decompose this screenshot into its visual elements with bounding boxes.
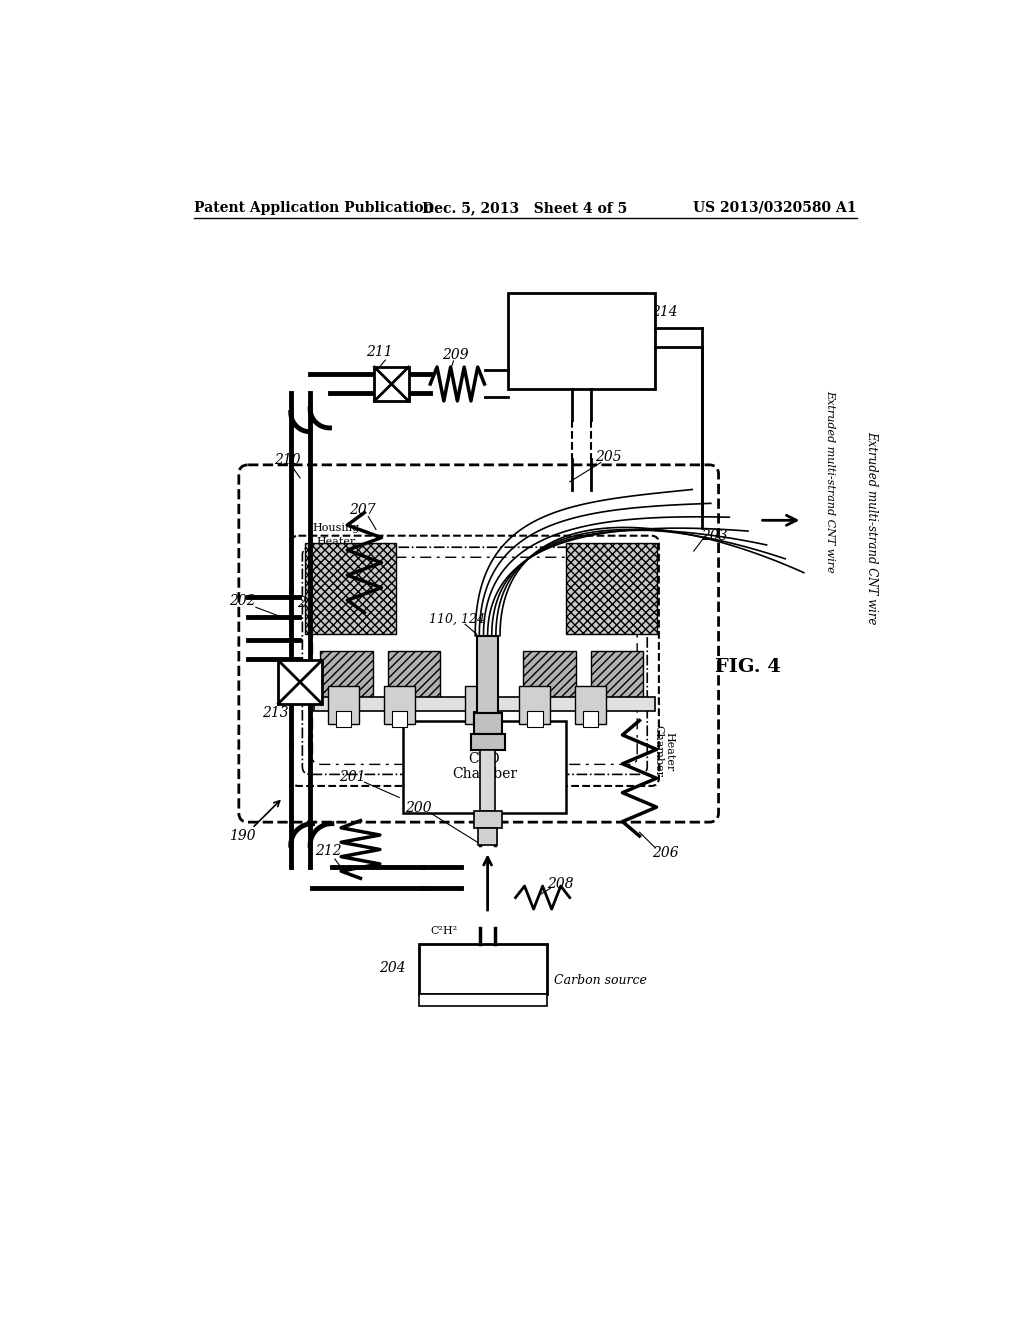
Text: 206: 206	[651, 846, 678, 859]
Text: 110, 124: 110, 124	[429, 612, 485, 626]
Bar	[388, 651, 440, 704]
Bar	[336, 711, 351, 726]
Text: Dec. 5, 2013   Sheet 4 of 5: Dec. 5, 2013 Sheet 4 of 5	[422, 201, 628, 215]
Bar	[473, 711, 488, 726]
Text: regulator: regulator	[454, 972, 513, 985]
Text: US 2013/0320580 A1: US 2013/0320580 A1	[693, 201, 856, 215]
Bar	[508, 293, 655, 389]
Text: Heater: Heater	[665, 731, 674, 771]
Text: Heater: Heater	[316, 537, 355, 546]
Text: 202: 202	[229, 594, 256, 609]
Text: Chamber: Chamber	[452, 767, 517, 781]
Text: 207: 207	[349, 503, 376, 516]
Bar	[419, 944, 547, 994]
Text: Extruded multi-strand CNT wire: Extruded multi-strand CNT wire	[825, 391, 836, 573]
Bar	[321, 651, 373, 704]
Text: 211: 211	[367, 346, 393, 359]
Text: 190: 190	[229, 829, 256, 843]
Text: 203: 203	[701, 529, 728, 543]
Text: 212: 212	[314, 845, 341, 858]
Text: 208: 208	[547, 876, 573, 891]
Text: 210: 210	[273, 453, 300, 467]
Text: Carbon source: Carbon source	[554, 974, 647, 987]
Text: Device: Device	[557, 346, 605, 360]
Bar	[305, 544, 396, 635]
Bar	[480, 750, 496, 812]
Bar	[465, 686, 496, 725]
Bar	[527, 711, 543, 726]
Text: 209: 209	[441, 347, 468, 362]
Bar	[477, 636, 499, 713]
Bar	[314, 697, 655, 711]
Text: Chamber: Chamber	[653, 725, 664, 777]
Bar	[519, 686, 550, 725]
Text: 204: 204	[379, 961, 406, 975]
Text: FIG. 4: FIG. 4	[715, 657, 781, 676]
Text: 216: 216	[297, 597, 324, 610]
Bar	[328, 686, 359, 725]
Text: 213: 213	[262, 706, 289, 719]
Text: 205: 205	[595, 450, 622, 465]
Bar	[591, 651, 643, 704]
Text: Pressure: Pressure	[455, 958, 511, 972]
Bar	[474, 812, 502, 829]
Bar	[523, 651, 575, 704]
Bar	[419, 994, 547, 1006]
Bar	[583, 711, 598, 726]
Bar	[279, 660, 322, 704]
Text: Chiller: Chiller	[557, 326, 605, 341]
Bar	[474, 713, 502, 734]
Bar	[391, 711, 407, 726]
Bar	[375, 367, 409, 401]
Text: 201: 201	[339, 770, 366, 784]
Text: Patent Application Publication: Patent Application Publication	[194, 201, 433, 215]
Text: CVD: CVD	[469, 752, 501, 766]
Bar	[471, 734, 505, 750]
Text: Housing: Housing	[312, 523, 359, 533]
Text: Extruded multi-strand CNT wire: Extruded multi-strand CNT wire	[865, 432, 879, 624]
Text: 200: 200	[406, 800, 432, 814]
Bar	[384, 686, 415, 725]
Bar	[403, 721, 566, 813]
Text: 214: 214	[651, 305, 678, 319]
Bar	[575, 686, 606, 725]
Text: C²H²: C²H²	[430, 927, 458, 936]
Bar	[478, 829, 497, 845]
Bar	[566, 544, 657, 635]
